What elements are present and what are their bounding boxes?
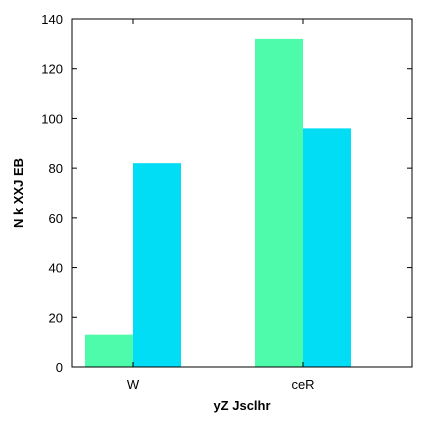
x-axis-title: yZ Jsclhr — [213, 398, 270, 413]
y-tick-label: 140 — [41, 12, 63, 27]
y-tick-label: 80 — [49, 161, 63, 176]
y-tick-label: 40 — [49, 261, 63, 276]
y-tick-label: 120 — [41, 62, 63, 77]
y-tick-label: 0 — [56, 360, 63, 375]
x-tick-label: W — [127, 377, 140, 392]
bar-W-series-1 — [85, 334, 133, 367]
y-tick-label: 20 — [49, 310, 63, 325]
y-axis-title: N k XXJ EB — [11, 158, 26, 228]
bar-ceR-series-2 — [303, 128, 351, 367]
plot-frame — [71, 18, 413, 368]
y-tick-label: 100 — [41, 111, 63, 126]
x-tick-label: ceR — [291, 377, 314, 392]
bars-group — [85, 38, 351, 368]
y-axis: 0 20 40 60 80 100 120 140 — [41, 12, 412, 375]
y-tick-label: 60 — [49, 211, 63, 226]
bar-ceR-series-1 — [255, 38, 303, 368]
bar-W-series-2 — [133, 163, 181, 367]
